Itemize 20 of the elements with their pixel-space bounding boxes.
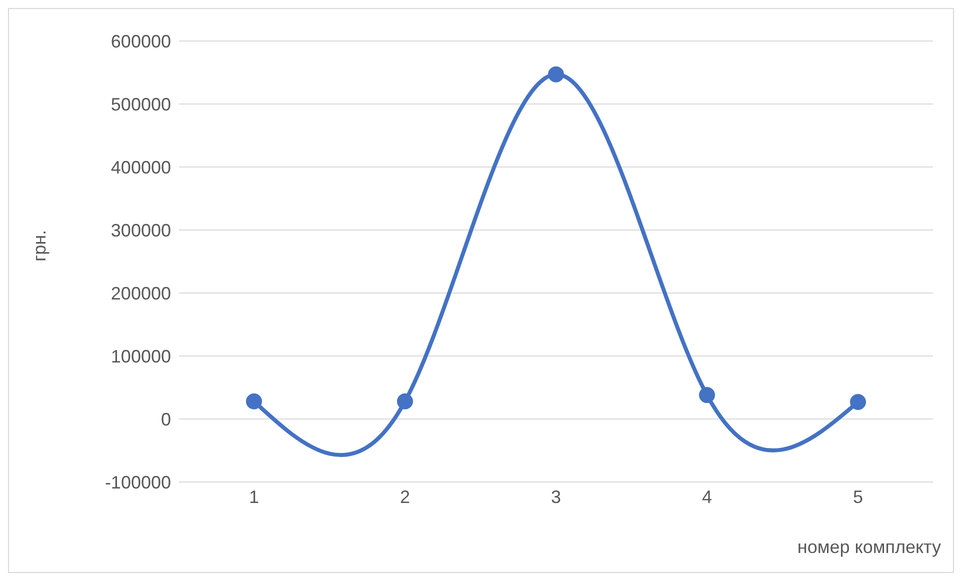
x-tick-label: 5 bbox=[852, 486, 864, 507]
x-tick-label: 4 bbox=[702, 486, 712, 507]
y-tick-label: 200000 bbox=[110, 283, 171, 304]
y-tick-label: 300000 bbox=[110, 220, 171, 240]
point bbox=[699, 387, 715, 404]
point bbox=[548, 66, 564, 82]
x-tick-label: 1 bbox=[248, 486, 260, 507]
y-axis-title: грн. bbox=[29, 230, 50, 262]
point bbox=[850, 394, 866, 410]
x-tick-label: 3 bbox=[550, 486, 562, 507]
point bbox=[397, 393, 413, 410]
x-axis-title: номер комплекту bbox=[797, 537, 941, 558]
y-tick-label: 600000 bbox=[110, 31, 171, 52]
y-tick-label: 500000 bbox=[110, 94, 171, 114]
point bbox=[246, 393, 262, 410]
y-tick-label: 100000 bbox=[110, 346, 171, 366]
x-tick-label: 2 bbox=[400, 486, 410, 507]
y-tick-label: -100000 bbox=[104, 472, 171, 492]
y-tick-label: 0 bbox=[160, 409, 171, 430]
y-tick-label: 400000 bbox=[110, 157, 171, 178]
